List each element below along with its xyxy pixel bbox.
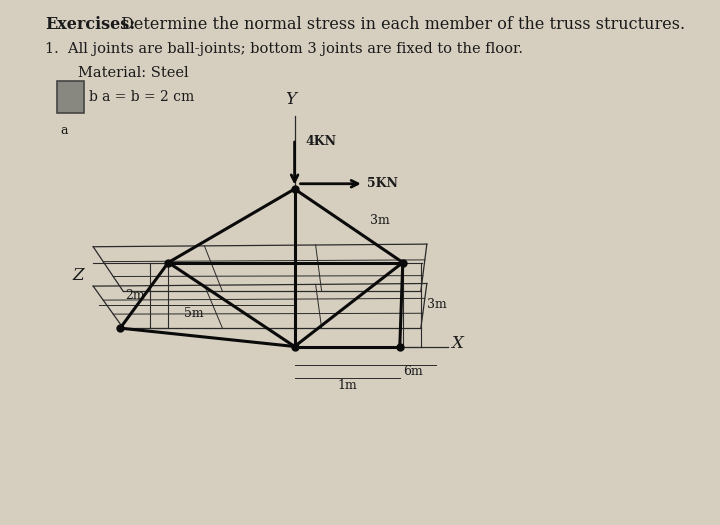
Text: 1.  All joints are ball-joints; bottom 3 joints are fixed to the floor.: 1. All joints are ball-joints; bottom 3 … <box>45 42 523 56</box>
Bar <box>57 81 84 113</box>
Text: a = b = 2 cm: a = b = 2 cm <box>102 90 194 104</box>
Text: Material: Steel: Material: Steel <box>78 66 189 80</box>
Text: Exercises:: Exercises: <box>45 16 135 33</box>
Text: 2m: 2m <box>125 289 145 302</box>
Text: a: a <box>60 124 68 138</box>
Text: 3m: 3m <box>427 298 446 311</box>
Text: b: b <box>89 90 98 104</box>
Text: X: X <box>451 335 463 352</box>
Text: 4KN: 4KN <box>305 135 336 148</box>
Text: 5KN: 5KN <box>366 177 397 190</box>
Text: Y: Y <box>285 91 297 108</box>
Text: 5m: 5m <box>184 307 204 320</box>
Text: 3m: 3m <box>370 214 390 227</box>
Text: 6m: 6m <box>402 365 423 378</box>
Text: Z: Z <box>73 267 84 284</box>
Text: Determine the normal stress in each member of the truss structures.: Determine the normal stress in each memb… <box>116 16 685 33</box>
Text: 1m: 1m <box>337 380 357 392</box>
